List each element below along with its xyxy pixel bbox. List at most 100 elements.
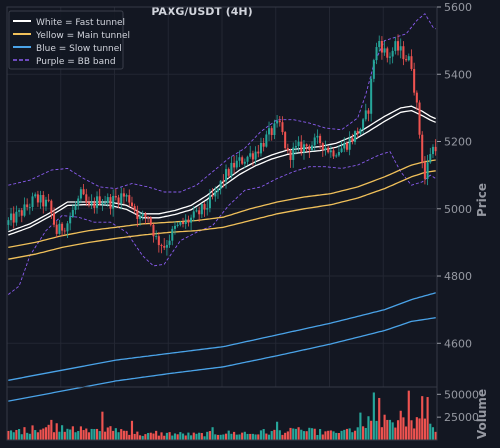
candle-body-155 [423,162,426,179]
volume-bar-35 [101,411,104,440]
volume-bar-25 [74,432,77,440]
candle-body-74 [206,208,209,210]
volume-bar-103 [284,432,287,440]
volume-bar-106 [292,428,295,440]
candle-body-17 [53,213,56,225]
candle-body-81 [225,169,228,182]
volume-bar-39 [112,430,115,440]
volume-bar-76 [211,427,214,440]
candle-body-73 [203,204,206,210]
candle-body-122 [335,155,338,157]
candle-body-138 [378,40,381,48]
volume-bar-124 [340,430,343,440]
volume-bar-19 [58,431,61,440]
volume-bar-154 [421,396,424,440]
volume-bar-77 [214,434,217,440]
candle-body-6 [23,204,26,216]
volume-bar-58 [163,435,166,440]
volume-bar-41 [117,432,120,440]
volume-bar-134 [367,416,370,440]
volume-bar-4 [18,429,21,440]
volume-bar-1 [9,430,13,440]
volume-bar-93 [257,434,260,440]
volume-bar-81 [224,433,228,440]
candle-body-66 [184,219,187,224]
candle-body-76 [211,195,214,197]
candle-body-99 [273,123,276,135]
candle-body-151 [413,68,416,93]
candle-body-100 [276,120,279,124]
volume-pane-frame [6,386,438,441]
price-tick-label-3: 5200 [444,136,472,149]
volume-bar-146 [399,410,402,440]
candle-body-28 [82,189,85,195]
candle-body-40 [114,195,117,198]
volume-bar-29 [85,428,88,440]
volume-bar-94 [259,430,263,440]
candle-body-78 [216,188,219,192]
candle-body-52 [147,216,150,218]
candle-body-68 [190,217,193,223]
price-tick-label-4: 5400 [444,68,472,81]
volume-bar-129 [353,430,357,440]
volume-bar-63 [176,434,179,440]
fast-tunnel-upper [8,105,436,233]
volume-bar-48 [136,431,139,440]
volume-bar-67 [187,432,190,440]
volume-bar-115 [316,434,319,440]
volume-bar-2 [12,432,15,440]
price-tick-label-2: 5000 [444,203,472,216]
volume-bar-88 [243,431,246,440]
volume-bar-71 [198,432,201,440]
volume-bar-49 [138,435,142,440]
candle-body-129 [354,131,357,142]
candle-body-1 [10,213,13,221]
candle-body-159 [434,146,437,152]
volume-bar-132 [362,426,365,440]
candle-body-77 [214,191,217,197]
candle-body-98 [270,128,273,135]
volume-bar-120 [329,430,332,440]
candle-body-13 [42,195,45,207]
candle-body-64 [179,221,182,225]
candle-body-88 [243,161,246,164]
fast-tunnel-lower [8,109,436,236]
candle-body-128 [351,138,354,142]
candle-body-20 [61,223,64,231]
volume-bar-68 [190,435,193,440]
volume-bar-5 [20,434,23,440]
volume-bar-56 [157,435,160,440]
volume-bar-10 [34,430,37,440]
candle-body-118 [324,147,327,150]
legend-fast-label: White = Fast tunnel [36,18,125,28]
candle-body-82 [227,169,230,176]
volume-bar-42 [120,429,123,440]
volume-bar-107 [294,428,297,440]
candle-body-115 [316,135,319,138]
volume-bar-137 [375,420,378,440]
main-tunnel-lower [8,170,436,260]
volume-bar-59 [165,432,168,440]
candle-body-8 [28,207,31,208]
candle-body-37 [106,197,109,203]
candle-body-157 [429,154,432,163]
candle-body-46 [130,202,133,207]
candle-body-58 [163,246,166,248]
candle-body-71 [198,210,201,215]
candle-body-48 [136,210,139,219]
price-tick-label-5: 5600 [444,1,472,14]
price-axis-label: Price [475,183,489,217]
volume-bar-30 [87,432,91,440]
volume-bar-95 [262,429,265,440]
volume-bar-8 [28,433,31,440]
volume-bar-84 [233,431,236,440]
candle-body-43 [122,193,125,197]
candle-body-54 [152,224,155,237]
volume-bar-158 [431,427,435,440]
candle-body-104 [286,148,289,151]
candle-body-140 [383,48,386,53]
candle-body-95 [262,142,265,147]
price-tick-label-1: 4800 [444,270,472,283]
volume-bar-153 [418,418,421,440]
